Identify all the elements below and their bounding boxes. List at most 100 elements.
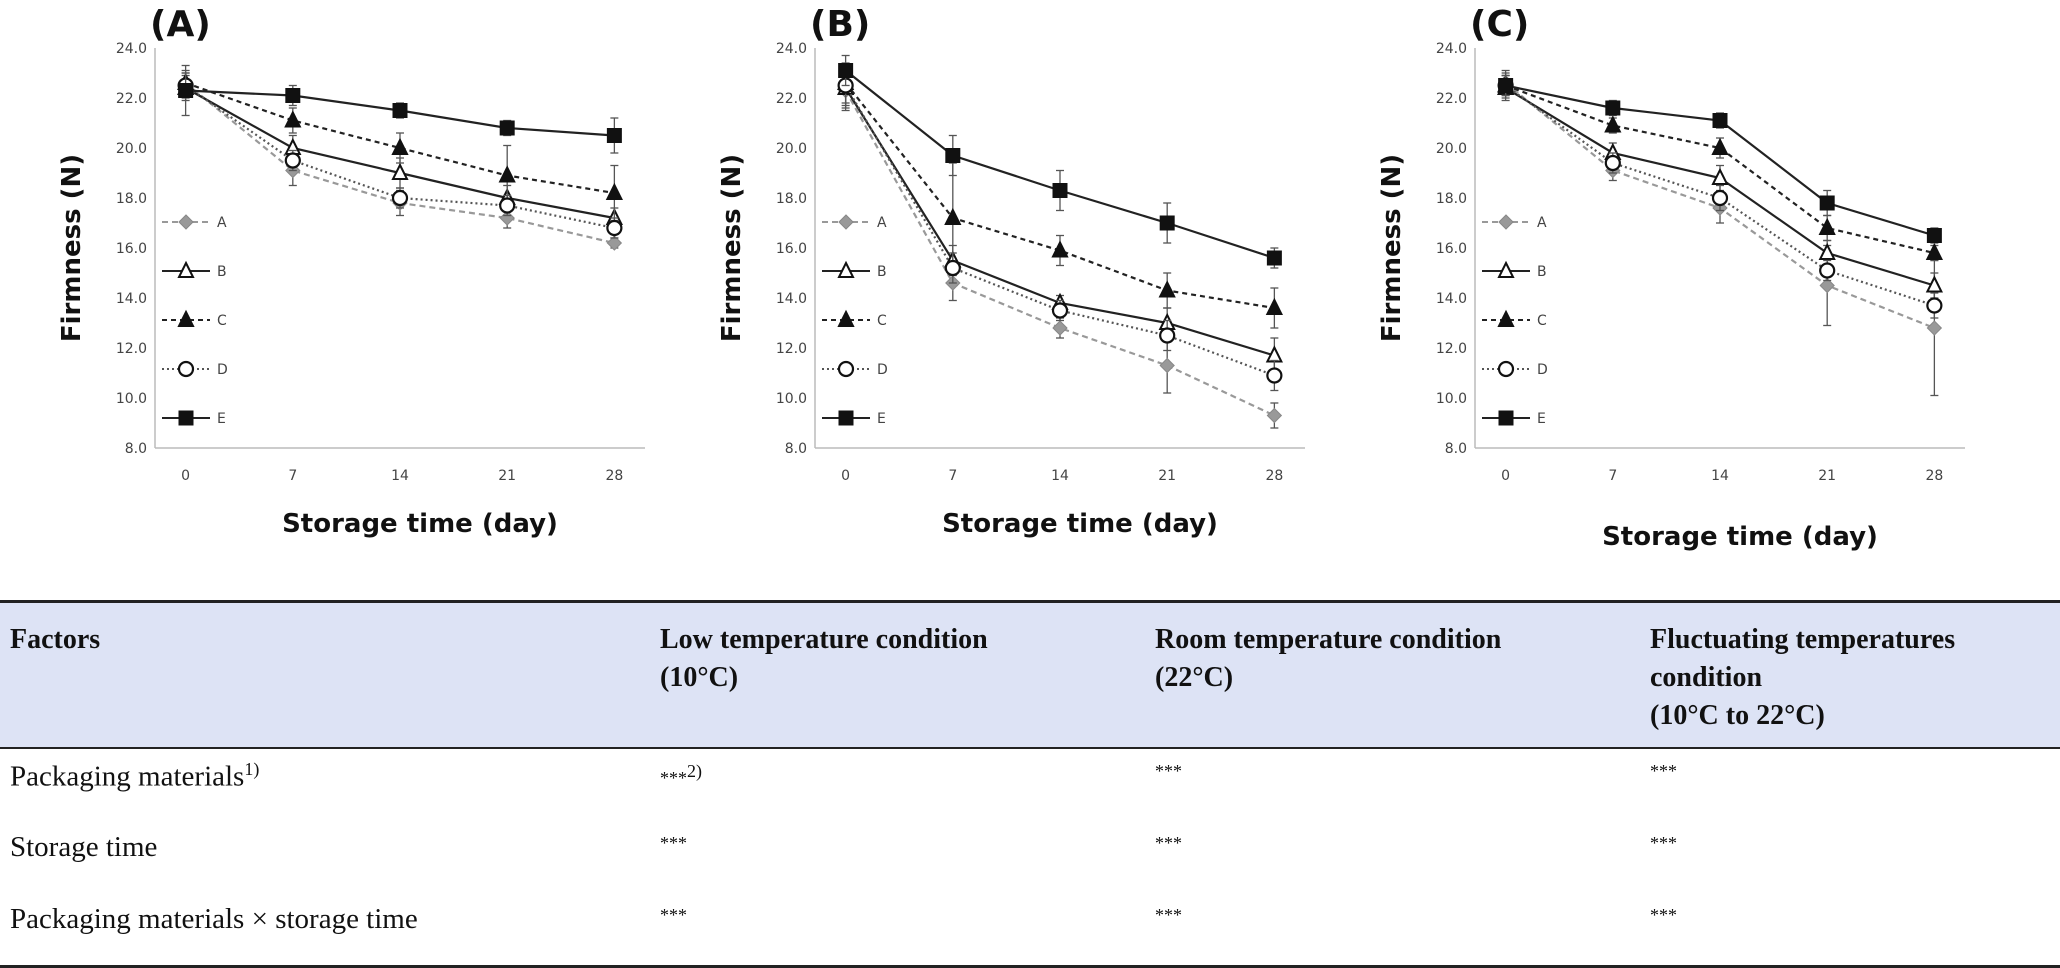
data-point (606, 219, 623, 237)
y-tick-label: 10.0 (116, 391, 147, 407)
data-point (1819, 277, 1835, 294)
y-tick-label: 10.0 (776, 391, 807, 407)
panel-label: (A) (150, 4, 211, 45)
legend-label: E (877, 411, 886, 427)
y-tick-label: 14.0 (776, 291, 807, 307)
data-point (944, 207, 962, 225)
data-point (1266, 407, 1283, 424)
cell-fluct: *** (1650, 833, 1677, 853)
header-fluctuating-temperature: Fluctuating temperatures condition (10°C … (1640, 602, 2060, 749)
x-tick-label: 7 (948, 468, 957, 484)
x-tick-label: 0 (1501, 468, 1510, 484)
legend-label: C (1537, 313, 1547, 329)
data-point (945, 148, 961, 163)
y-tick-label: 22.0 (1436, 91, 1467, 107)
header-fluct-line1: Fluctuating temperatures condition (1650, 624, 1956, 693)
series-e (1498, 74, 1942, 244)
table-row: Storage time *** *** *** (0, 821, 2060, 893)
data-point (1711, 137, 1729, 155)
data-point (1159, 327, 1176, 344)
data-point (1926, 320, 1943, 336)
data-point (838, 63, 854, 78)
data-point (1051, 302, 1069, 319)
panel-label: (B) (810, 4, 870, 45)
data-point (391, 162, 409, 180)
panel-label: (C) (1470, 4, 1529, 45)
factor-label: Packaging materials (10, 760, 245, 793)
header-factors: Factors (10, 624, 101, 655)
legend-marker (178, 410, 194, 426)
series-line (844, 82, 1275, 310)
y-tick-label: 16.0 (776, 241, 807, 257)
cell-room: *** (1155, 761, 1182, 781)
y-tick-label: 16.0 (116, 241, 147, 257)
legend-marker (1498, 214, 1514, 230)
data-point (1158, 280, 1176, 298)
chart-panel-c: (C) 8.0 10.0 12.0 14.0 16.0 18.0 20.0 22.0 24.0 0 7… (1330, 0, 1990, 560)
x-tick-label: 14 (391, 468, 409, 484)
data-point (1605, 100, 1621, 116)
legend-marker (838, 410, 854, 426)
x-tick-label: 28 (1265, 468, 1283, 484)
data-point (1604, 154, 1621, 172)
x-tick-label: 21 (1158, 468, 1176, 484)
data-point (285, 88, 301, 103)
y-tick-label: 18.0 (776, 191, 807, 207)
legend-marker (177, 360, 195, 378)
legend-label: D (217, 362, 228, 378)
legend-marker (837, 360, 855, 378)
header-room-line2: (22°C) (1155, 662, 1234, 693)
table-row: Packaging materials1) ***2) *** *** (0, 748, 2060, 821)
row-factor: Storage time (10, 831, 158, 863)
series-e (178, 64, 622, 154)
cell-low: *** (660, 833, 687, 853)
y-tick-label: 8.0 (1445, 441, 1467, 457)
y-tick-label: 20.0 (776, 141, 807, 157)
data-point (1604, 115, 1622, 133)
data-point (1818, 242, 1836, 260)
legend-label: C (877, 313, 887, 329)
data-point (284, 152, 301, 169)
factor-footnote: 1) (244, 759, 260, 779)
cell-low-value: *** (660, 768, 687, 788)
data-point (1159, 215, 1175, 231)
legend-marker (838, 214, 854, 230)
data-point (391, 189, 409, 207)
x-axis-title: Storage time (day) (1602, 522, 1878, 552)
data-point (1926, 228, 1942, 243)
data-point (1926, 297, 1943, 314)
y-tick-label: 22.0 (116, 91, 147, 107)
y-tick-label: 12.0 (776, 341, 807, 357)
legend-marker (1498, 410, 1514, 426)
header-room-temperature: Room temperature condition (22°C) (1145, 602, 1640, 749)
data-point (1052, 320, 1068, 336)
chart-svg: (B) 8.0 10.0 12.0 14.0 16.0 18.0 20.0 22.0 24.0 0 7… (717, 4, 1305, 539)
y-tick-label: 16.0 (1436, 241, 1467, 257)
data-point (1712, 113, 1728, 128)
data-point (178, 83, 194, 98)
data-point (284, 110, 302, 128)
legend-label: D (1537, 362, 1548, 378)
x-axis-title: Storage time (day) (282, 509, 558, 539)
y-axis-title: Firmness (N) (1377, 154, 1407, 342)
data-point (1711, 167, 1729, 185)
data-point (1925, 275, 1943, 293)
data-point (1818, 217, 1836, 235)
data-point (1819, 195, 1835, 211)
data-point (499, 197, 516, 214)
cell-low: ***2) (650, 748, 1145, 821)
y-tick-label: 10.0 (1436, 391, 1467, 407)
cell-fluct: *** (1650, 905, 1677, 925)
table-header-row: Factors Low temperature condition (10°C) … (0, 601, 2060, 749)
legend: A B C D E (1482, 214, 1548, 427)
series-d (837, 64, 1283, 392)
legend-marker (1497, 360, 1515, 378)
legend-marker (177, 260, 195, 278)
y-tick-label: 14.0 (1436, 291, 1467, 307)
header-low-temperature: Low temperature condition (10°C) (650, 602, 1145, 749)
x-axis-title: Storage time (day) (942, 509, 1218, 539)
data-point (392, 103, 408, 118)
legend-label: A (1537, 215, 1547, 231)
y-axis-title: Firmness (N) (57, 154, 87, 342)
header-fluct-line2: (10°C to 22°C) (1650, 700, 1825, 731)
